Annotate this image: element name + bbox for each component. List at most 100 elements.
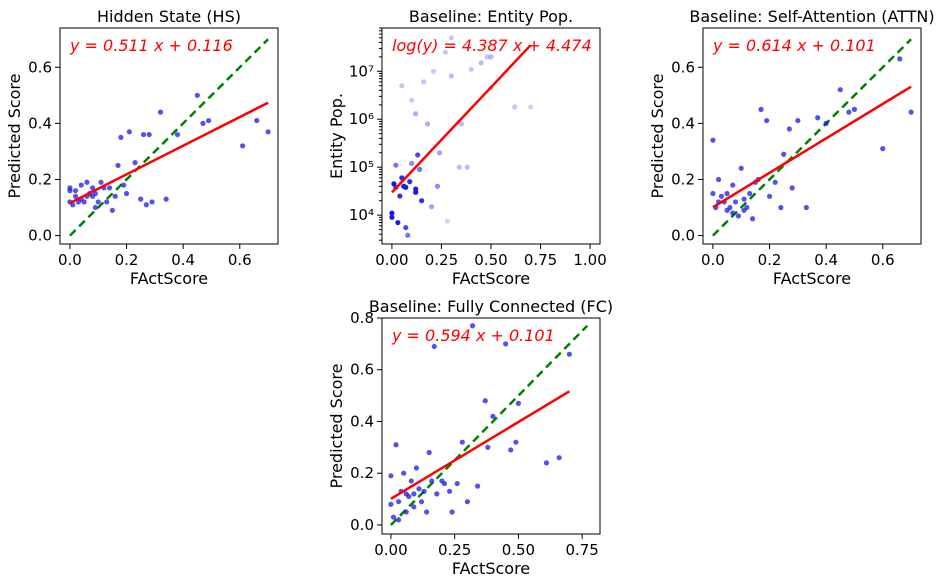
scatter-point bbox=[143, 202, 149, 208]
scatter-point bbox=[390, 514, 397, 520]
y-axis-label: Predicted Score bbox=[648, 73, 667, 198]
scatter-point bbox=[426, 449, 432, 456]
plot-frame bbox=[702, 27, 922, 245]
x-tick-label: 0.75 bbox=[565, 541, 598, 559]
scatter-point bbox=[254, 117, 260, 124]
scatter-point bbox=[490, 413, 496, 419]
scatter-point bbox=[409, 160, 415, 166]
scatter-point bbox=[146, 131, 152, 138]
scatter-point bbox=[766, 193, 773, 199]
scatter-point bbox=[434, 183, 441, 189]
scatter-point bbox=[441, 480, 448, 487]
scatter-point bbox=[403, 224, 409, 231]
scatter-point bbox=[803, 204, 809, 211]
y-tick-label: 10⁶ bbox=[349, 110, 374, 128]
scatter-point bbox=[789, 185, 795, 191]
scatter-point bbox=[781, 151, 787, 157]
scatter-point bbox=[456, 164, 462, 170]
scatter-point bbox=[795, 117, 801, 124]
scatter-point bbox=[724, 207, 730, 213]
y-tick-label: 0.4 bbox=[671, 114, 695, 132]
scatter-point bbox=[72, 188, 79, 194]
scatter-point bbox=[429, 478, 435, 484]
scatter-point bbox=[418, 499, 425, 505]
scatter-point bbox=[735, 213, 741, 219]
identity-line bbox=[69, 38, 269, 237]
scatter-point bbox=[718, 193, 725, 199]
scatter-point bbox=[741, 196, 747, 202]
y-tick-label: 10⁴ bbox=[349, 206, 374, 224]
x-axis-label: FActScore bbox=[452, 269, 530, 288]
y-axis-label: Entity Pop. bbox=[327, 93, 346, 179]
scatter-point bbox=[880, 146, 886, 152]
plot-title: Baseline: Entity Pop. bbox=[409, 7, 573, 26]
scatter-point bbox=[710, 137, 716, 143]
fit-equation: y = 0.511 x + 0.116 bbox=[69, 36, 233, 55]
scatter-point bbox=[121, 182, 127, 188]
scatter-point bbox=[389, 214, 395, 220]
scatter-point bbox=[449, 509, 455, 515]
scatter-point bbox=[413, 111, 419, 117]
scatter-point bbox=[109, 207, 115, 213]
x-axis-label: FActScore bbox=[773, 269, 851, 288]
scatter-point bbox=[749, 216, 756, 222]
scatter-point bbox=[459, 439, 465, 445]
scatter-point bbox=[715, 176, 722, 183]
scatter-point bbox=[512, 104, 518, 110]
fit-equation: y = 0.614 x + 0.101 bbox=[712, 36, 876, 55]
scatter-point bbox=[393, 442, 399, 448]
y-tick-label: 0.4 bbox=[350, 412, 374, 430]
y-tick-label: 0.2 bbox=[671, 170, 695, 188]
scatter-point bbox=[815, 115, 821, 121]
scatter-point bbox=[206, 117, 212, 124]
scatter-point bbox=[430, 68, 437, 74]
scatter-point bbox=[508, 447, 514, 453]
scatter-point bbox=[395, 517, 402, 523]
scatter-point bbox=[399, 83, 405, 89]
scatter-point bbox=[448, 73, 454, 79]
scatter-point bbox=[89, 185, 96, 191]
scatter-point bbox=[468, 66, 474, 72]
scatter-point bbox=[851, 106, 858, 112]
scatter-point bbox=[174, 131, 181, 138]
scatter-point bbox=[388, 501, 394, 507]
scatter-point bbox=[556, 455, 562, 461]
scatter-point bbox=[448, 35, 454, 41]
y-tick-label: 0.0 bbox=[350, 516, 374, 534]
scatter-point bbox=[413, 465, 420, 471]
scatter-point bbox=[409, 97, 415, 103]
scatter-point bbox=[403, 491, 409, 497]
scatter-point bbox=[446, 488, 453, 494]
scatter-point bbox=[747, 190, 753, 197]
scatter-point bbox=[388, 473, 394, 479]
scatter-point bbox=[157, 109, 164, 115]
scatter-point bbox=[194, 92, 200, 98]
scatter-point bbox=[464, 164, 470, 170]
y-tick-label: 0.2 bbox=[28, 170, 52, 188]
scatter-point bbox=[469, 323, 476, 329]
fit-line bbox=[69, 101, 269, 205]
scatter-point bbox=[401, 470, 407, 476]
plot-area bbox=[389, 35, 534, 238]
scatter-point bbox=[200, 120, 206, 126]
plot-area bbox=[710, 38, 914, 237]
scatter-point bbox=[417, 166, 423, 172]
scatter-point bbox=[772, 179, 778, 185]
scatter-point bbox=[416, 486, 422, 492]
scatter-point bbox=[823, 120, 829, 126]
x-tick-label: 0.00 bbox=[374, 541, 407, 559]
scatter-point bbox=[115, 162, 121, 169]
scatter-point bbox=[846, 109, 852, 115]
scatter-point bbox=[837, 87, 843, 93]
identity-line bbox=[390, 324, 589, 526]
scatter-point bbox=[415, 152, 421, 158]
x-tick-label: 0.0 bbox=[58, 251, 82, 269]
plot-title: Baseline: Fully Connected (FC) bbox=[369, 297, 613, 316]
y-tick-label: 0.6 bbox=[28, 58, 52, 76]
scatter-point bbox=[104, 199, 110, 205]
scatter-point bbox=[503, 341, 509, 347]
scatter-point bbox=[543, 460, 550, 466]
scatter-point bbox=[138, 196, 144, 202]
plot-frame bbox=[59, 27, 279, 245]
scatter-point bbox=[419, 198, 425, 204]
